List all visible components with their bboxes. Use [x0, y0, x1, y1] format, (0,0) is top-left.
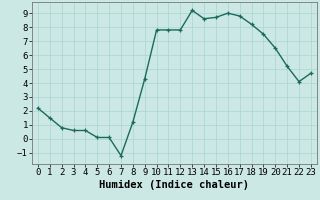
X-axis label: Humidex (Indice chaleur): Humidex (Indice chaleur) — [100, 180, 249, 190]
